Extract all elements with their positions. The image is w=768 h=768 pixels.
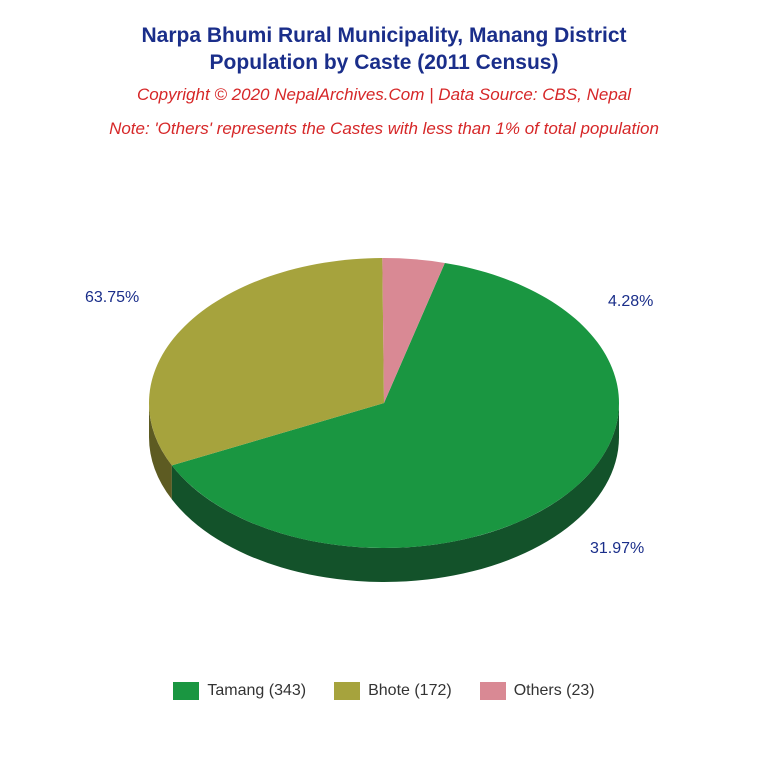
chart-note: Note: 'Others' represents the Castes wit… — [0, 119, 768, 139]
chart-title-line1: Narpa Bhumi Rural Municipality, Manang D… — [0, 22, 768, 49]
legend-swatch — [173, 682, 199, 700]
legend-swatch — [480, 682, 506, 700]
percent-label: 63.75% — [85, 289, 139, 307]
pie-svg — [139, 248, 629, 592]
chart-header: Narpa Bhumi Rural Municipality, Manang D… — [0, 0, 768, 139]
percent-label: 4.28% — [608, 293, 653, 311]
legend-label: Tamang (343) — [207, 682, 306, 700]
pie-chart — [139, 248, 629, 592]
legend-label: Bhote (172) — [368, 682, 452, 700]
chart-subtitle: Copyright © 2020 NepalArchives.Com | Dat… — [0, 85, 768, 105]
legend-item: Others (23) — [480, 682, 595, 700]
chart-title-line2: Population by Caste (2011 Census) — [0, 49, 768, 76]
legend-swatch — [334, 682, 360, 700]
legend-item: Bhote (172) — [334, 682, 452, 700]
legend-label: Others (23) — [514, 682, 595, 700]
percent-label: 31.97% — [590, 540, 644, 558]
legend-item: Tamang (343) — [173, 682, 306, 700]
chart-legend: Tamang (343) Bhote (172) Others (23) — [0, 682, 768, 700]
